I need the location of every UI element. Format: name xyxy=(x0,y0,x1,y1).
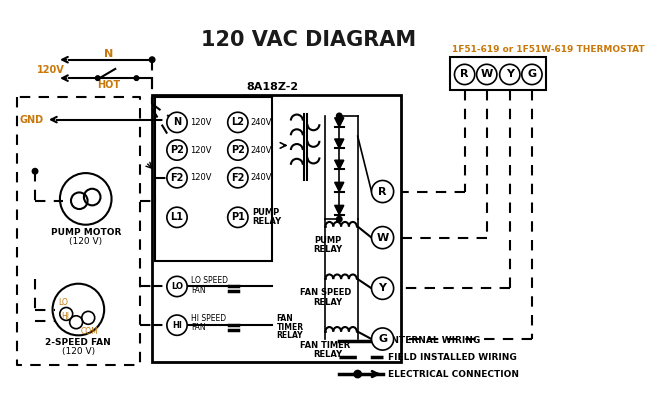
Text: LO SPEED: LO SPEED xyxy=(191,277,228,285)
Text: 120V: 120V xyxy=(190,173,212,182)
Circle shape xyxy=(522,64,542,85)
Text: HI SPEED: HI SPEED xyxy=(191,314,226,323)
Text: RELAY: RELAY xyxy=(314,245,343,254)
Circle shape xyxy=(228,140,248,160)
Text: L2: L2 xyxy=(231,117,245,127)
Text: FAN: FAN xyxy=(191,286,206,295)
Text: 2-SPEED FAN: 2-SPEED FAN xyxy=(46,338,111,347)
Bar xyxy=(152,95,401,362)
Circle shape xyxy=(167,140,187,160)
Text: 120V: 120V xyxy=(190,145,212,155)
Text: W: W xyxy=(480,70,493,80)
Circle shape xyxy=(454,64,475,85)
Text: 120V: 120V xyxy=(37,65,64,75)
Circle shape xyxy=(167,315,187,335)
Circle shape xyxy=(134,76,139,80)
Text: RELAY: RELAY xyxy=(314,297,343,307)
Circle shape xyxy=(167,207,187,228)
Text: 240V: 240V xyxy=(251,145,272,155)
Text: L1: L1 xyxy=(170,212,184,222)
Text: R: R xyxy=(460,70,469,80)
Bar xyxy=(450,57,546,90)
Text: LO: LO xyxy=(171,282,183,291)
Text: PUMP: PUMP xyxy=(253,208,280,217)
Circle shape xyxy=(500,64,520,85)
Polygon shape xyxy=(334,118,344,127)
Circle shape xyxy=(167,168,187,188)
Circle shape xyxy=(228,168,248,188)
Polygon shape xyxy=(334,160,344,169)
Circle shape xyxy=(371,227,394,249)
Circle shape xyxy=(228,207,248,228)
Text: (120 V): (120 V) xyxy=(62,347,95,357)
Text: Y: Y xyxy=(379,283,387,293)
Text: 240V: 240V xyxy=(251,173,272,182)
Text: P2: P2 xyxy=(170,145,184,155)
Bar xyxy=(155,98,272,261)
Text: 120V: 120V xyxy=(190,118,212,127)
Text: W: W xyxy=(377,233,389,243)
Circle shape xyxy=(95,76,100,80)
Circle shape xyxy=(32,168,38,174)
Text: TIMER: TIMER xyxy=(277,323,304,331)
Text: HI: HI xyxy=(172,321,182,330)
Text: COM: COM xyxy=(81,327,99,336)
Text: FAN SPEED: FAN SPEED xyxy=(299,288,351,297)
Text: LO: LO xyxy=(59,297,68,307)
Text: 240V: 240V xyxy=(251,118,272,127)
Text: N: N xyxy=(104,49,113,59)
Text: 120 VAC DIAGRAM: 120 VAC DIAGRAM xyxy=(201,30,416,50)
Text: RELAY: RELAY xyxy=(253,217,281,226)
Text: FAN: FAN xyxy=(277,314,293,323)
Text: RELAY: RELAY xyxy=(277,331,303,340)
Text: ELECTRICAL CONNECTION: ELECTRICAL CONNECTION xyxy=(388,370,519,378)
Text: FIELD INSTALLED WIRING: FIELD INSTALLED WIRING xyxy=(388,353,517,362)
Circle shape xyxy=(228,112,248,132)
Text: G: G xyxy=(378,334,387,344)
Text: HI: HI xyxy=(62,313,70,321)
Circle shape xyxy=(371,277,394,300)
Circle shape xyxy=(371,181,394,202)
Circle shape xyxy=(354,370,361,378)
Circle shape xyxy=(167,277,187,297)
Circle shape xyxy=(476,64,497,85)
Polygon shape xyxy=(334,182,344,191)
Text: N: N xyxy=(173,117,181,127)
Text: HOT: HOT xyxy=(97,80,121,90)
Circle shape xyxy=(167,112,187,132)
Text: GND: GND xyxy=(19,115,44,124)
Text: F2: F2 xyxy=(170,173,184,183)
Circle shape xyxy=(149,57,155,62)
Text: PUMP: PUMP xyxy=(314,236,342,245)
Text: 1F51-619 or 1F51W-619 THERMOSTAT: 1F51-619 or 1F51W-619 THERMOSTAT xyxy=(452,45,645,54)
Text: FAN TIMER: FAN TIMER xyxy=(300,341,350,350)
Text: P1: P1 xyxy=(231,212,245,222)
Text: P2: P2 xyxy=(231,145,245,155)
Polygon shape xyxy=(334,139,344,148)
Text: R: R xyxy=(379,186,387,197)
Text: G: G xyxy=(527,70,537,80)
Text: (120 V): (120 V) xyxy=(69,237,103,246)
Text: F2: F2 xyxy=(231,173,245,183)
Text: Y: Y xyxy=(506,70,514,80)
Text: INTERNAL WIRING: INTERNAL WIRING xyxy=(388,336,480,345)
Circle shape xyxy=(336,217,342,222)
Text: RELAY: RELAY xyxy=(314,350,343,359)
Circle shape xyxy=(336,113,342,119)
Text: 8A18Z-2: 8A18Z-2 xyxy=(246,83,298,92)
Text: FAN: FAN xyxy=(191,323,206,332)
Circle shape xyxy=(371,328,394,350)
Text: PUMP MOTOR: PUMP MOTOR xyxy=(50,228,121,237)
Polygon shape xyxy=(334,205,344,215)
